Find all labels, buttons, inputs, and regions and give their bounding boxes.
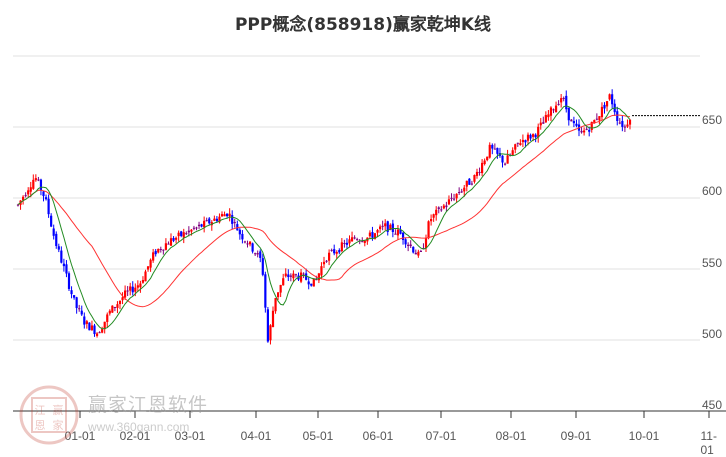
y-tick-650: 650 [701, 113, 722, 127]
x-tick: 11-01 [700, 429, 717, 457]
y-tick-600: 600 [701, 184, 722, 198]
x-tick: 10-01 [628, 429, 660, 443]
x-tick: 09-01 [560, 429, 592, 443]
svg-text:家: 家 [53, 418, 64, 432]
x-axis [13, 410, 726, 418]
x-tick: 06-01 [362, 429, 394, 443]
x-tick: 01-01 [64, 429, 96, 443]
x-tick: 05-01 [302, 429, 334, 443]
svg-text:江: 江 [35, 404, 46, 417]
y-tick-450: 450 [701, 398, 722, 412]
gridlines [13, 55, 700, 341]
ma-short-line [17, 105, 631, 330]
x-tick: 03-01 [174, 429, 206, 443]
y-tick-550: 550 [701, 256, 722, 270]
y-tick-500: 500 [701, 327, 722, 341]
watermark-brand: 赢家江恩软件 [88, 394, 209, 416]
ma-long-line [17, 114, 631, 308]
x-tick: 04-01 [240, 429, 272, 443]
chart-title: PPP概念(858918)赢家乾坤K线 [234, 15, 492, 35]
watermark-url: www.360gann.com [88, 420, 190, 434]
x-tick: 07-01 [425, 429, 457, 443]
watermark-seal-icon: 江 赢 恩 家 [19, 385, 79, 445]
x-tick: 08-01 [495, 429, 527, 443]
candles [16, 89, 632, 345]
svg-text:赢: 赢 [53, 403, 64, 417]
svg-text:恩: 恩 [35, 419, 46, 432]
x-tick: 02-01 [119, 429, 151, 443]
